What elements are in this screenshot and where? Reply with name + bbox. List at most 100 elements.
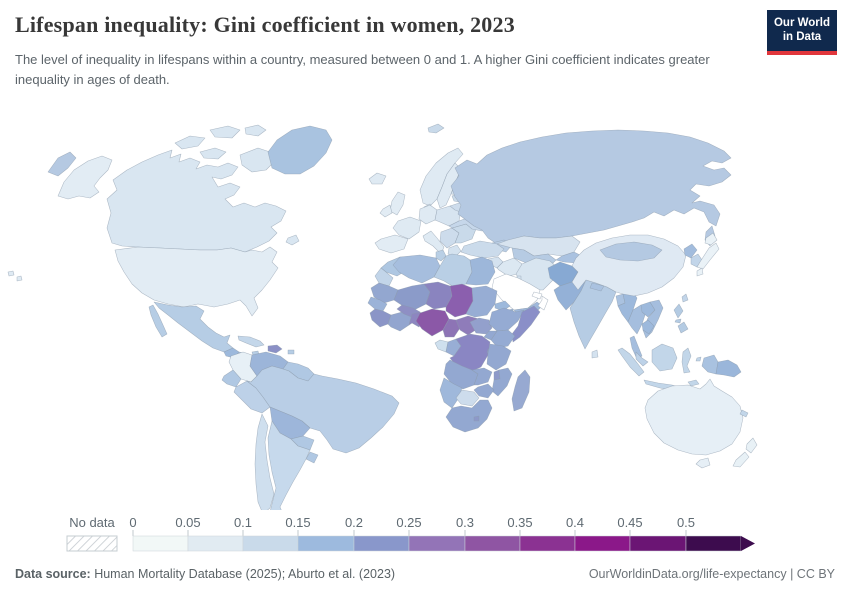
legend-segment[interactable] [297, 535, 355, 552]
country-alaska[interactable] [57, 155, 113, 200]
country-laos[interactable] [640, 301, 656, 318]
country-australia[interactable] [644, 378, 744, 456]
country-malaysia[interactable] [635, 351, 649, 367]
country-iceland[interactable] [368, 172, 387, 185]
country-usa[interactable] [114, 246, 279, 317]
country-canada-island[interactable] [199, 147, 227, 160]
country-france[interactable] [392, 216, 422, 240]
country-philippines-mindanao[interactable] [677, 321, 689, 334]
legend-segment[interactable] [353, 535, 410, 552]
country-oman[interactable] [537, 295, 549, 311]
country-egypt[interactable] [465, 256, 496, 286]
owid-logo[interactable]: Our World in Data [767, 10, 837, 55]
country-moluccas[interactable] [695, 356, 702, 362]
country-sri-lanka[interactable] [591, 349, 599, 359]
country-south-sudan[interactable] [469, 317, 493, 335]
country-tanzania[interactable] [486, 343, 512, 371]
country-ireland[interactable] [379, 204, 393, 218]
country-puerto-rico[interactable] [287, 349, 295, 355]
country-hawaii[interactable] [16, 275, 23, 282]
country-hispaniola[interactable] [267, 344, 283, 354]
legend-segment[interactable] [408, 535, 466, 552]
country-tunisia[interactable] [435, 249, 447, 262]
world-map [7, 123, 758, 510]
country-greenland[interactable] [267, 125, 333, 175]
country-borneo[interactable] [651, 343, 678, 372]
country-west-papua[interactable] [701, 354, 719, 375]
country-papua-new-guinea[interactable] [715, 359, 742, 378]
legend-no-data-swatch[interactable] [66, 535, 118, 552]
country-angola[interactable] [443, 359, 479, 390]
chart-footer: Data source: Human Mortality Database (2… [0, 567, 850, 581]
country-sumatra[interactable] [617, 347, 645, 377]
owid-url-link[interactable]: OurWorldinData.org/life-expectancy [588, 567, 787, 581]
country-taiwan[interactable] [681, 293, 689, 303]
country-canada-island[interactable] [244, 124, 267, 137]
country-chile[interactable] [254, 413, 275, 510]
data-source-text: Human Mortality Database (2025); Aburto … [90, 567, 396, 581]
country-canada-island[interactable] [174, 135, 206, 150]
country-hawaii[interactable] [7, 270, 15, 277]
country-japan-hokkaido[interactable] [704, 232, 718, 246]
country-newfoundland[interactable] [285, 234, 300, 246]
country-algeria[interactable] [392, 254, 441, 284]
country-germany[interactable] [418, 204, 438, 225]
country-svalbard[interactable] [427, 123, 445, 134]
country-russia[interactable] [450, 129, 732, 245]
country-timor[interactable] [687, 379, 700, 387]
country-japan-honshu[interactable] [696, 242, 720, 270]
country-north-korea[interactable] [683, 243, 698, 259]
country-mongolia[interactable] [599, 241, 663, 262]
country-tasmania[interactable] [695, 457, 711, 469]
legend-segment[interactable] [464, 535, 521, 552]
country-iraq[interactable] [496, 257, 523, 277]
country-new-zealand-south[interactable] [732, 451, 750, 468]
country-chad[interactable] [445, 283, 474, 318]
country-cuba[interactable] [237, 335, 265, 348]
country-mozambique[interactable] [491, 367, 513, 397]
country-nepal[interactable] [589, 282, 605, 292]
country-mali[interactable] [393, 283, 431, 311]
country-namibia[interactable] [439, 377, 463, 409]
country-sudan[interactable] [465, 285, 498, 318]
country-mauritania[interactable] [370, 282, 399, 304]
country-philippines-visayas[interactable] [674, 318, 682, 324]
country-spain[interactable] [374, 234, 409, 254]
legend-segment[interactable] [685, 535, 742, 552]
country-chukotka-russia[interactable] [47, 151, 77, 177]
country-argentina[interactable] [267, 420, 311, 510]
country-baja-california[interactable] [148, 304, 168, 338]
legend-tick-label: 0.05 [175, 515, 200, 530]
legend-segment[interactable] [629, 535, 687, 552]
country-uk[interactable] [389, 191, 406, 216]
country-zimbabwe[interactable] [473, 383, 495, 399]
legend-segment[interactable] [187, 535, 244, 552]
country-sulawesi[interactable] [681, 347, 692, 374]
country-gabon[interactable] [434, 339, 449, 353]
legend-segment[interactable] [242, 535, 299, 552]
country-somalia[interactable] [511, 305, 541, 343]
country-uganda[interactable] [483, 330, 498, 341]
country-botswana[interactable] [455, 389, 480, 407]
country-ethiopia[interactable] [488, 307, 525, 332]
data-source-label: Data source: [15, 567, 91, 581]
country-saudi-arabia[interactable] [491, 273, 541, 311]
country-uae[interactable] [531, 291, 543, 300]
country-canada-island[interactable] [209, 125, 241, 139]
country-zambia[interactable] [471, 367, 493, 386]
country-turkey[interactable] [460, 240, 505, 259]
country-new-zealand-north[interactable] [745, 437, 758, 454]
country-madagascar[interactable] [511, 369, 531, 412]
legend-segment[interactable] [519, 535, 576, 552]
legend-segment[interactable] [574, 535, 631, 552]
country-philippines-luzon[interactable] [673, 303, 684, 319]
country-guinea-region[interactable] [369, 308, 392, 328]
country-lesotho[interactable] [473, 415, 480, 422]
legend-tick-label: 0.35 [507, 515, 532, 530]
country-new-caledonia[interactable] [739, 409, 749, 418]
legend-segment[interactable] [132, 535, 189, 552]
country-cambodia[interactable] [641, 319, 655, 335]
country-south-africa[interactable] [445, 399, 493, 433]
country-japan-kyushu[interactable] [696, 267, 704, 277]
country-mexico[interactable] [153, 301, 234, 353]
